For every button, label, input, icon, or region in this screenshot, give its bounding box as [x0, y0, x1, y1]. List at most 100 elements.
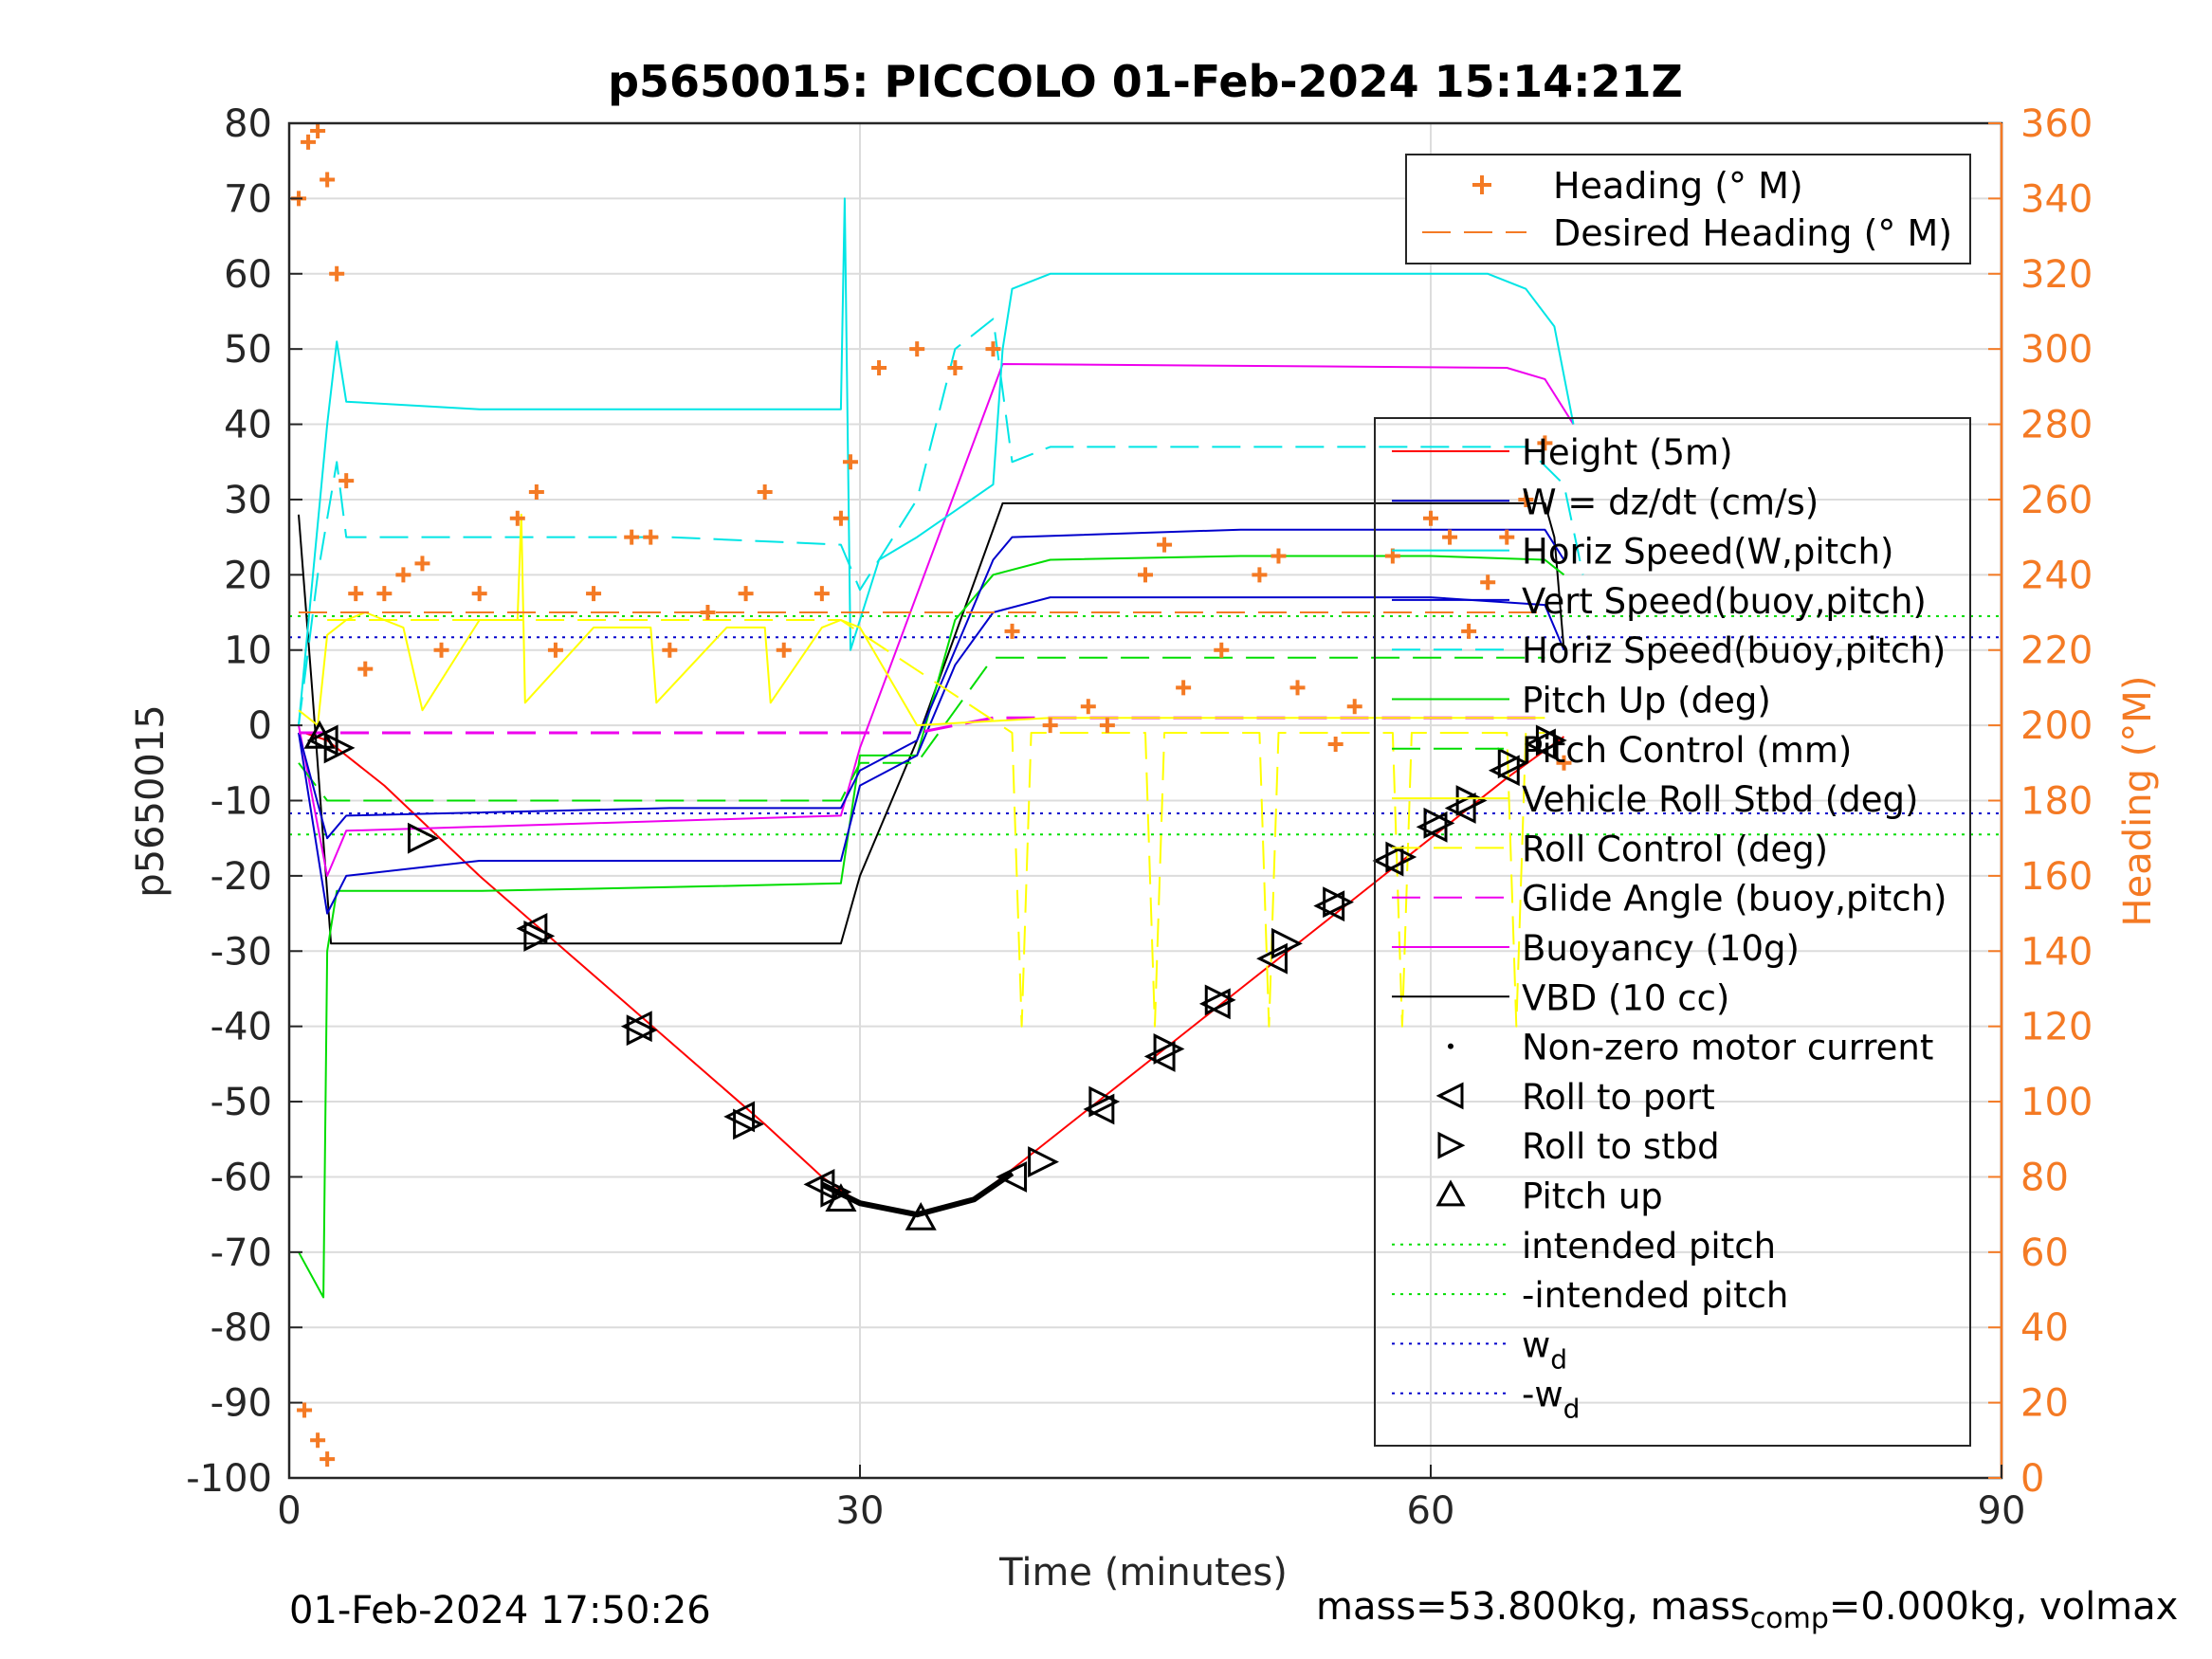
- right-tick-label: 280: [2020, 404, 2093, 447]
- left-tick-label: -60: [210, 1156, 272, 1199]
- heading-point: [357, 661, 374, 677]
- roll-to-port-marker: [996, 1161, 1028, 1193]
- y-axis-label-right: Heading (°M): [2116, 676, 2160, 927]
- roll-to-stbd-marker: [1088, 1085, 1121, 1118]
- roll-to-port-marker: [1444, 793, 1476, 824]
- reference-lines: [289, 614, 2002, 836]
- heading-point: [1480, 574, 1496, 591]
- right-tick-label: 260: [2020, 479, 2093, 522]
- heading-point: [320, 172, 336, 188]
- legend-main-label: Roll Control (deg): [1522, 829, 1828, 869]
- left-tick-label: -70: [210, 1231, 272, 1275]
- heading-point: [471, 586, 487, 602]
- legend-heading-symbol: [1472, 175, 1491, 194]
- roll-to-port-marker: [1198, 988, 1231, 1020]
- series-line: [298, 513, 1545, 727]
- roll-to-port-marker: [1143, 1040, 1176, 1072]
- right-tick-label: 300: [2020, 328, 2093, 372]
- legend-main-label: Pitch up: [1522, 1176, 1663, 1217]
- roll-to-stbd-marker: [1204, 984, 1236, 1016]
- x-axis-label: Time (minutes): [998, 1551, 1288, 1595]
- heading-point: [814, 586, 830, 602]
- legend-main-label: Vehicle Roll Stbd (deg): [1522, 779, 1918, 820]
- left-tick-label: 40: [224, 404, 272, 447]
- left-tick-label: -90: [210, 1382, 272, 1426]
- pitch-up-marker: [905, 1202, 937, 1231]
- right-tick-label: 320: [2020, 253, 2093, 297]
- legend-main-label: -intended pitch: [1522, 1275, 1788, 1316]
- left-tick-label: 30: [224, 479, 272, 522]
- right-tick-label: 240: [2020, 554, 2093, 597]
- heading-point: [1518, 491, 1534, 507]
- roll-to-port-marker: [1083, 1093, 1115, 1125]
- heading-point: [301, 134, 317, 150]
- footer-mass-rest: =0.000kg, volmax: [1828, 1585, 2179, 1629]
- heading-point: [509, 510, 525, 526]
- heading-point: [1537, 435, 1553, 451]
- heading-point: [738, 586, 754, 602]
- roll-to-stbd-marker: [407, 822, 439, 854]
- heading-point: [700, 605, 716, 621]
- roll-to-stbd-marker: [1385, 841, 1417, 873]
- pitch-up-marker: [303, 720, 336, 749]
- heading-point: [1080, 699, 1096, 715]
- legend-main-label: Buoyancy (10g): [1522, 928, 1800, 969]
- roll-to-stbd-marker: [1153, 1033, 1185, 1065]
- legend-heading: Heading (° M) Desired Heading (° M): [1405, 154, 1971, 264]
- series-lines: [291, 122, 1584, 1468]
- heading-point: [376, 586, 393, 602]
- heading-point: [776, 642, 792, 658]
- footer-mass-sub: comp: [1749, 1602, 1829, 1635]
- left-tick-label: 70: [224, 177, 272, 221]
- left-tick-label: 10: [224, 629, 272, 673]
- chart-title: p5650015: PICCOLO 01-Feb-2024 15:14:21Z: [608, 56, 1683, 107]
- heading-point: [1327, 736, 1344, 752]
- right-tick-label: 160: [2020, 855, 2093, 899]
- roll-to-port-marker: [1488, 755, 1520, 787]
- legend-main-label-sub: d: [1563, 1394, 1581, 1425]
- legend-main: Height (5m) W = dz/dt (cm/s) Horiz Speed(W…: [1374, 417, 1971, 1447]
- legend-main-label: Non-zero motor current: [1522, 1028, 1933, 1068]
- heading-point: [1099, 718, 1115, 734]
- heading-point: [1271, 548, 1287, 564]
- roll-to-stbd-marker: [733, 1108, 764, 1140]
- heading-point: [1042, 718, 1058, 734]
- legend-main-symbol: [1448, 1043, 1453, 1049]
- heading-point: [1176, 680, 1192, 696]
- series-line: [298, 318, 1584, 726]
- x-tick-label: 30: [836, 1489, 885, 1533]
- legend-main-label: intended pitch: [1522, 1226, 1776, 1267]
- heading-point: [662, 642, 678, 658]
- left-tick-label: 20: [224, 554, 272, 597]
- series-line: [298, 656, 1545, 802]
- roll-to-stbd-marker: [1497, 747, 1529, 779]
- heading-point: [348, 586, 364, 602]
- x-tick-label: 60: [1407, 1489, 1455, 1533]
- heading-point: [985, 341, 1001, 357]
- left-tick-label: -30: [210, 930, 272, 974]
- heading-point: [1214, 642, 1230, 658]
- right-tick-label: 120: [2020, 1006, 2093, 1049]
- heading-point: [310, 1432, 326, 1449]
- heading-point: [1423, 510, 1438, 526]
- y-axis-label-left: p5650015: [129, 704, 173, 898]
- roll-to-stbd-marker: [1535, 724, 1567, 757]
- series-line: [298, 363, 1575, 877]
- left-axis-ticks: 80 70 60 50 40 30 20 10 0 -10 -20 -30 -40 -50 -60 -70 -8…: [186, 102, 302, 1501]
- footer-mass-text: mass=53.800kg, mass: [1316, 1585, 1750, 1629]
- roll-to-stbd-marker: [1423, 807, 1455, 839]
- heading-point: [1004, 623, 1020, 639]
- right-tick-label: 20: [2020, 1382, 2069, 1426]
- roll-to-port-marker: [1372, 845, 1404, 877]
- heading-point: [528, 484, 544, 501]
- left-tick-label: -40: [210, 1006, 272, 1049]
- heading-point: [871, 360, 887, 376]
- left-tick-label: -10: [210, 780, 272, 824]
- right-axis-ticks: 3603403203002802602402202001801601401201…: [1988, 102, 2093, 1501]
- heading-point: [1346, 699, 1362, 715]
- heading-point: [643, 529, 659, 545]
- right-tick-label: 0: [2020, 1457, 2044, 1501]
- event-markers: [303, 720, 1567, 1231]
- legend-main-label: Glide Angle (buoy,pitch): [1522, 879, 1947, 920]
- legend-main-symbol: [1437, 1131, 1466, 1159]
